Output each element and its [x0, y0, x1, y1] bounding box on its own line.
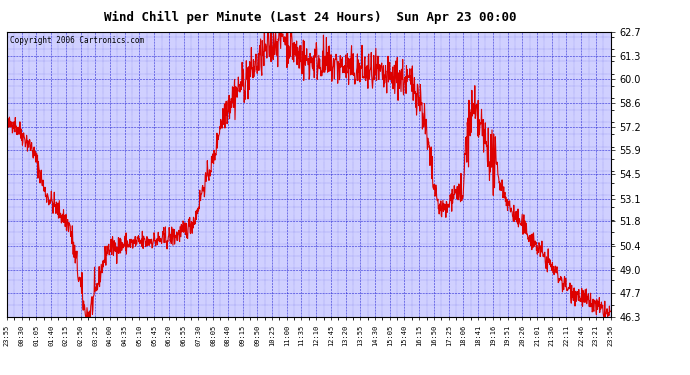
- Text: Wind Chill per Minute (Last 24 Hours)  Sun Apr 23 00:00: Wind Chill per Minute (Last 24 Hours) Su…: [104, 11, 517, 24]
- Text: Copyright 2006 Cartronics.com: Copyright 2006 Cartronics.com: [10, 36, 144, 45]
